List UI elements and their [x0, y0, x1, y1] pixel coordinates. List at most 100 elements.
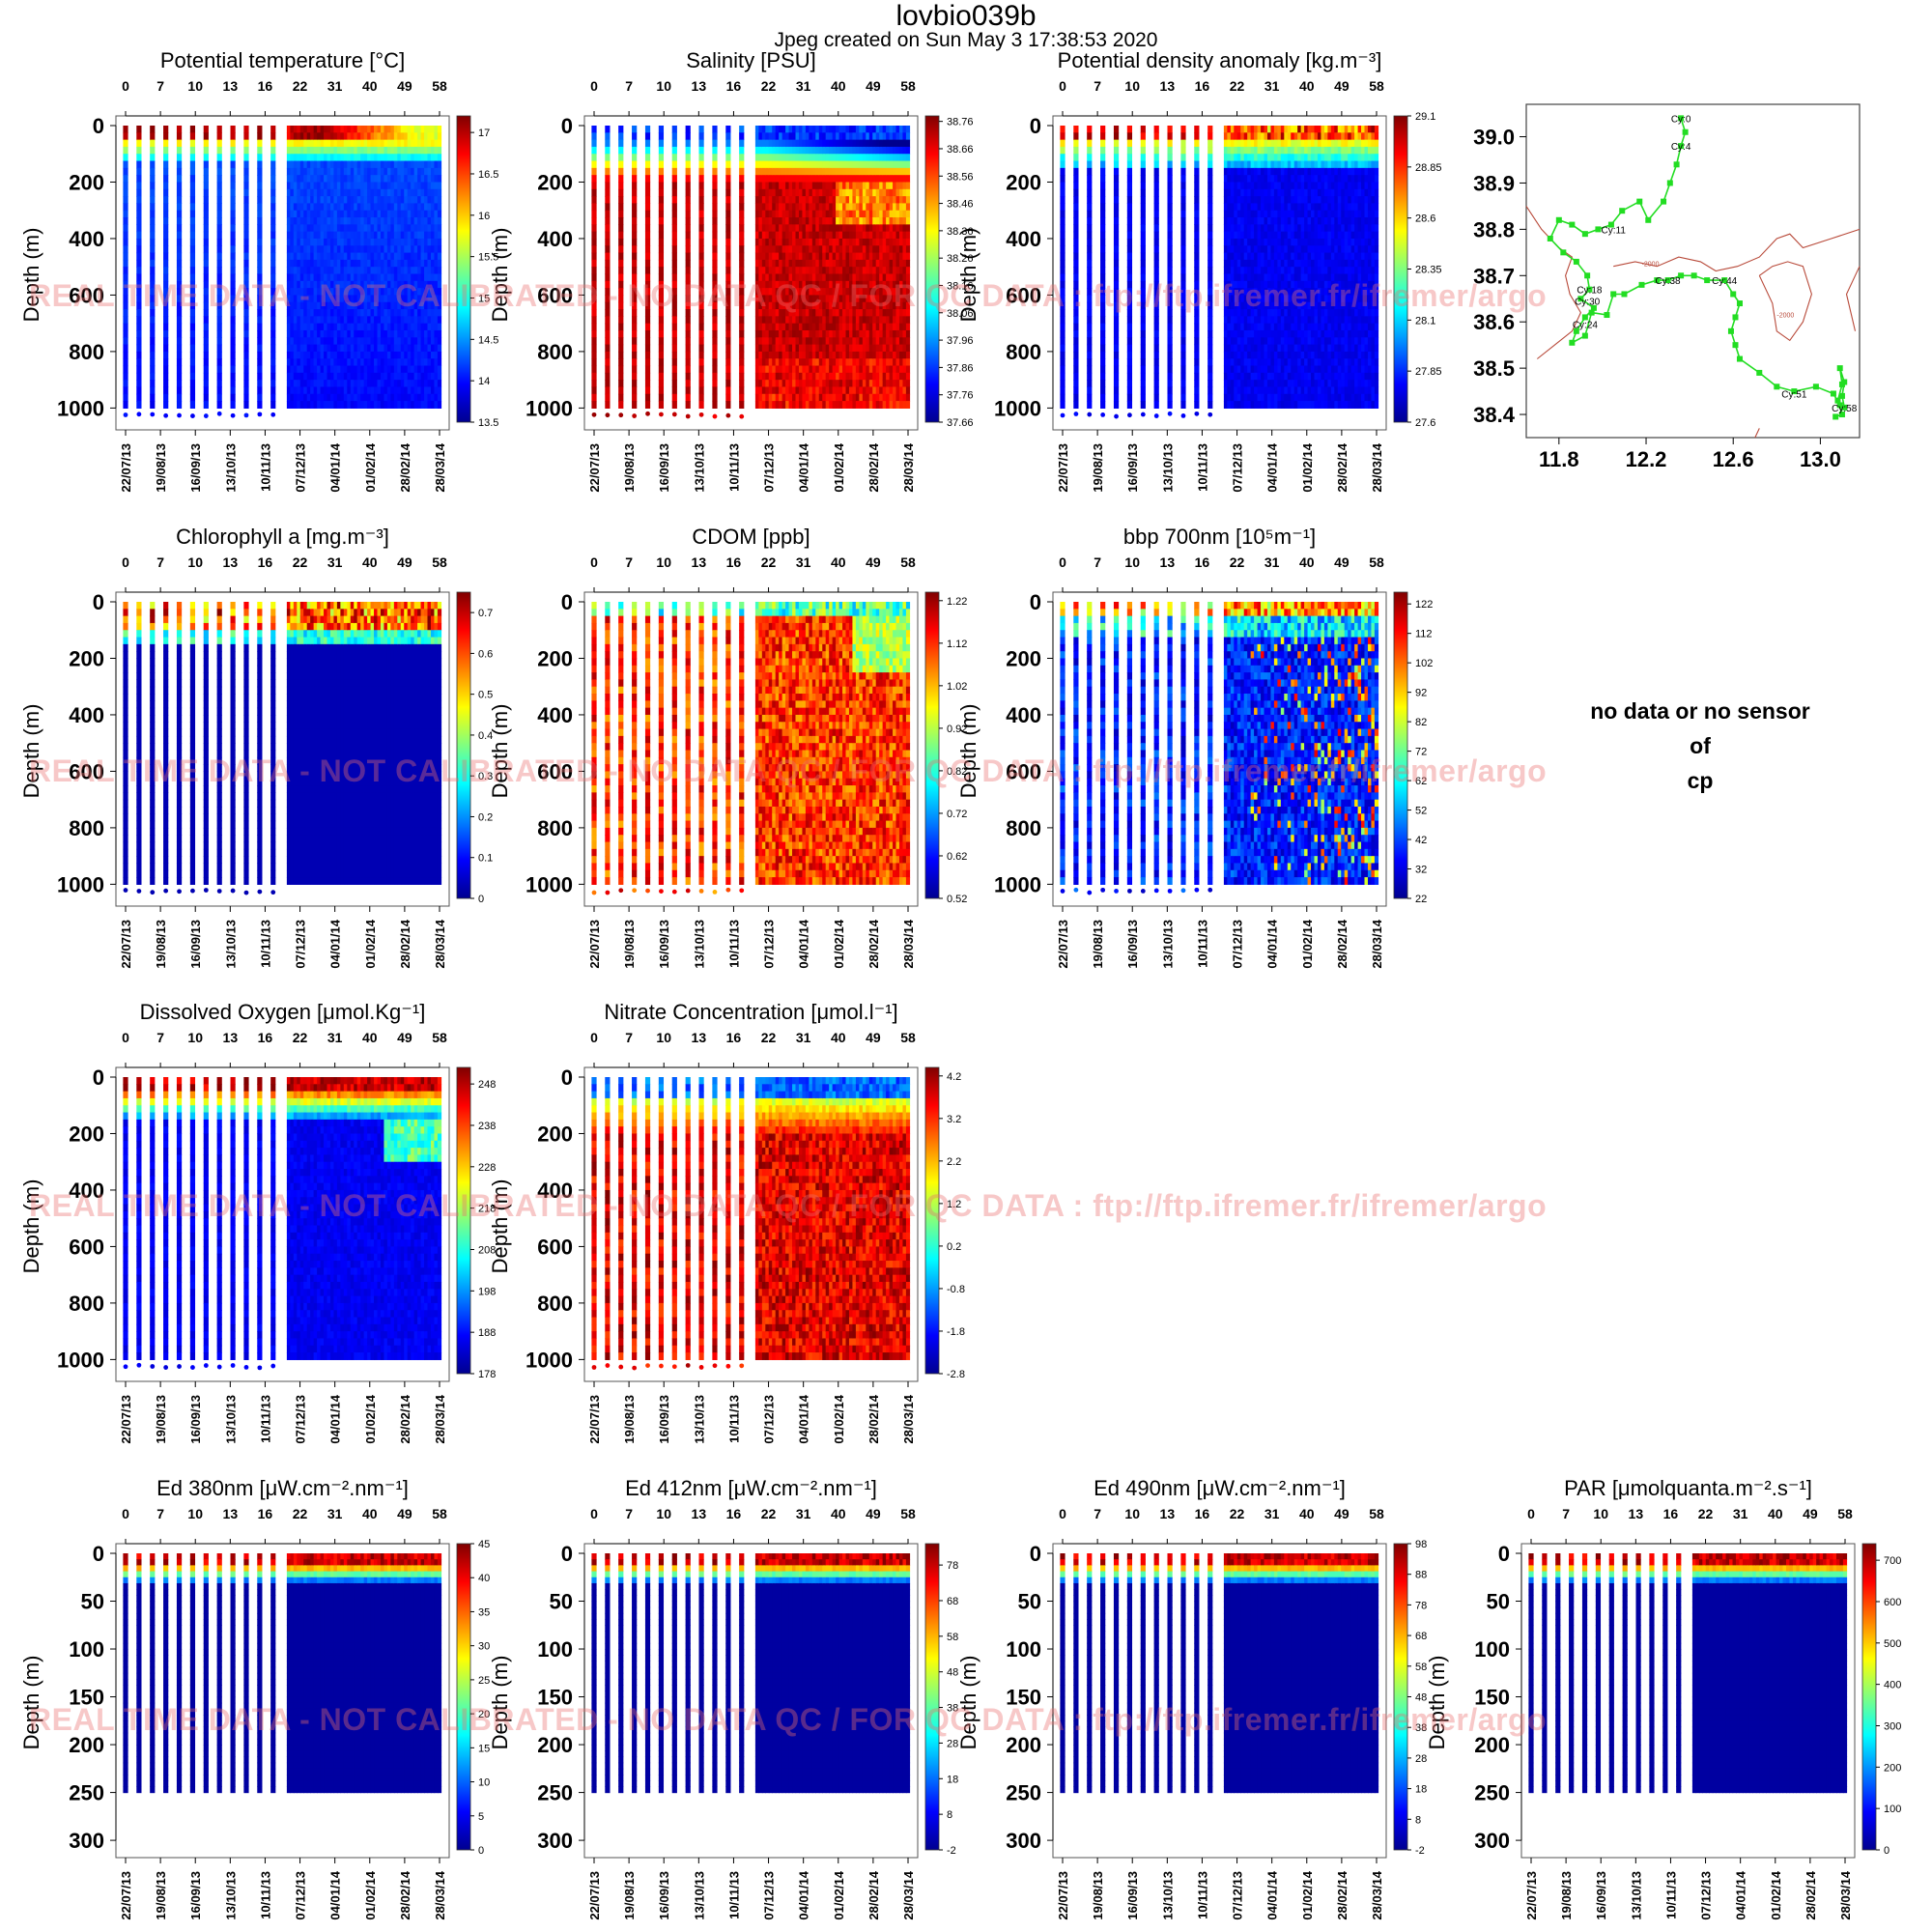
profile-cell: [1073, 189, 1078, 197]
profile-cell: [686, 175, 691, 183]
profile-cell: [1060, 330, 1065, 338]
profile-cell: [1073, 224, 1078, 232]
section-cell: [438, 224, 441, 232]
profile-cell: [739, 140, 744, 148]
profile-cell: [217, 217, 222, 225]
profile-cell: [698, 182, 703, 189]
profile-cell: [645, 189, 650, 197]
cycle-tick-label: 58: [1369, 78, 1384, 94]
profile-cell: [1060, 203, 1065, 211]
profile-cell: [591, 324, 596, 331]
profile-cell: [686, 217, 691, 225]
profile-cell: [632, 245, 637, 253]
profile-cell: [739, 309, 744, 317]
profile-cell: [618, 154, 623, 161]
profile-cell: [672, 380, 677, 387]
profile-cell: [659, 175, 664, 183]
profile-cell: [1073, 161, 1078, 169]
profile-cell: [659, 274, 664, 282]
profile-cell: [217, 324, 222, 331]
profile-cell: [230, 132, 235, 140]
section-cell: [438, 182, 441, 189]
cycle-tick-label: 0: [590, 78, 598, 94]
profile-cell: [243, 232, 248, 240]
profile-cell: [136, 380, 141, 387]
profile-cell: [739, 330, 744, 338]
profile-cell: [1087, 330, 1092, 338]
profile-cell: [230, 281, 235, 289]
colorbar-tick-label: 14: [478, 376, 490, 387]
profile-cell: [672, 302, 677, 310]
profile-cell: [1073, 295, 1078, 302]
cycle-tick-label: 16: [1195, 78, 1210, 94]
section-cell: [906, 260, 910, 268]
profile-cell: [605, 274, 610, 282]
profile-cell: [632, 302, 637, 310]
chart-title: Potential density anomaly [kg.m⁻³]: [1058, 48, 1382, 72]
profile-cell: [163, 394, 168, 402]
profile-cell: [618, 288, 623, 296]
profile-cell: [190, 182, 195, 189]
profile-cell: [150, 309, 155, 317]
profile-cell: [150, 366, 155, 374]
profile-cell: [257, 147, 262, 155]
profile-cell: [163, 189, 168, 197]
profile-cell: [190, 232, 195, 240]
profile-cell: [150, 189, 155, 197]
profile-cell: [150, 224, 155, 232]
profile-bottom-point: [244, 412, 249, 417]
profile-cell: [177, 330, 182, 338]
colorbar-tick-label: 37.76: [947, 390, 974, 402]
profile-cell: [605, 295, 610, 302]
section-cell: [438, 203, 441, 211]
profile-cell: [123, 161, 128, 169]
profile-cell: [136, 245, 141, 253]
profile-cell: [659, 324, 664, 331]
profile-cell: [123, 154, 128, 161]
profile-cell: [243, 132, 248, 140]
profile-cell: [725, 345, 730, 353]
profile-cell: [177, 316, 182, 324]
section-cell: [906, 401, 910, 409]
date-tick-label: 04/01/14: [328, 442, 343, 492]
profile-cell: [739, 253, 744, 261]
profile-bottom-point: [713, 414, 718, 419]
profile-cell: [150, 168, 155, 176]
profile-cell: [659, 337, 664, 345]
profile-cell: [150, 232, 155, 240]
profile-cell: [136, 337, 141, 345]
profile-cell: [632, 324, 637, 331]
profile-cell: [150, 140, 155, 148]
profile-cell: [618, 239, 623, 246]
profile-cell: [123, 330, 128, 338]
profile-cell: [712, 394, 717, 402]
profile-cell: [217, 196, 222, 204]
profile-cell: [1073, 147, 1078, 155]
y-axis-label: Depth (m): [488, 228, 512, 323]
section-cell: [438, 189, 441, 197]
profile-cell: [270, 168, 275, 176]
profile-cell: [739, 245, 744, 253]
profile-cell: [1073, 345, 1078, 353]
profile-cell: [672, 337, 677, 345]
date-tick-label: 10/11/13: [726, 443, 741, 492]
profile-cell: [591, 380, 596, 387]
profile-cell: [150, 358, 155, 366]
profile-cell: [632, 126, 637, 133]
profile-cell: [177, 203, 182, 211]
profile-cell: [698, 401, 703, 409]
profile-cell: [1073, 324, 1078, 331]
profile-cell: [632, 253, 637, 261]
profile-cell: [1073, 337, 1078, 345]
profile-cell: [243, 239, 248, 246]
profile-cell: [177, 232, 182, 240]
profile-cell: [136, 161, 141, 169]
profile-cell: [618, 345, 623, 353]
profile-cell: [136, 182, 141, 189]
profile-cell: [739, 126, 744, 133]
profile-cell: [618, 203, 623, 211]
profile-cell: [257, 288, 262, 296]
profile-cell: [618, 373, 623, 381]
profile-cell: [204, 126, 209, 133]
section-cell: [906, 366, 910, 374]
